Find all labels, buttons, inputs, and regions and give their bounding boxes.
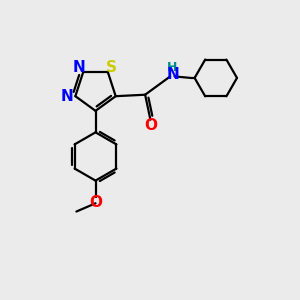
Text: N: N xyxy=(166,68,179,82)
Text: N: N xyxy=(61,89,74,104)
Text: S: S xyxy=(105,60,116,75)
Text: O: O xyxy=(144,118,157,133)
Text: N: N xyxy=(72,60,85,75)
Text: O: O xyxy=(89,195,102,210)
Text: H: H xyxy=(167,61,177,74)
